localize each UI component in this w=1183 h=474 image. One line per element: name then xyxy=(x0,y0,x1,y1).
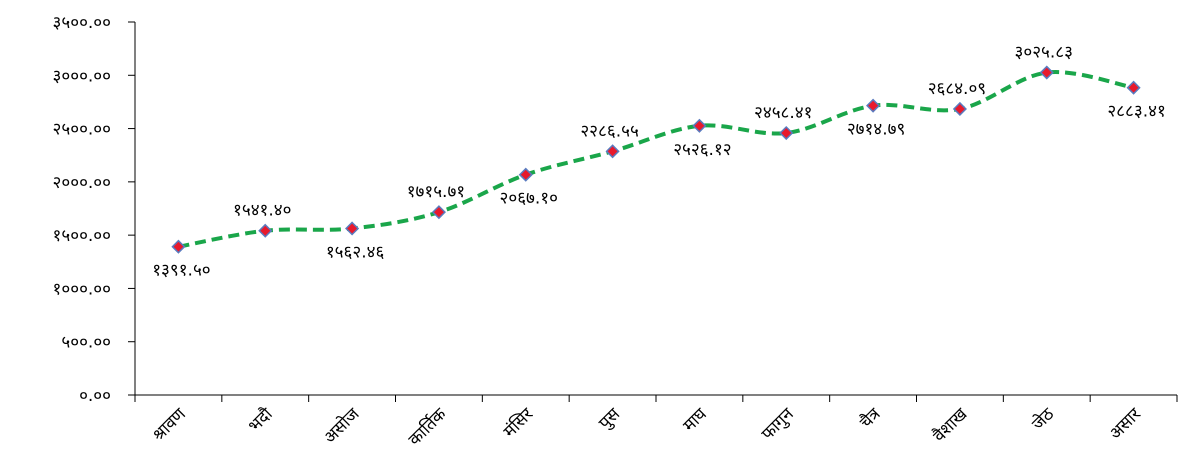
data-label: १५६२.४६ xyxy=(326,242,385,262)
y-tick-label: ३०००.०० xyxy=(53,66,111,86)
x-tick-label: भदौ xyxy=(244,403,277,436)
x-tick-label: असार xyxy=(1106,404,1146,444)
data-point xyxy=(171,239,186,254)
data-markers xyxy=(171,65,1141,254)
data-labels: १३९१.५० १५४१.४० १५६२.४६ १७१५.७१ २०६७.१० २२८६.… xyxy=(152,43,1166,281)
data-point xyxy=(605,144,620,159)
x-tick-label: श्रावण xyxy=(149,404,191,446)
y-tick-label: ०.०० xyxy=(79,386,111,406)
data-point xyxy=(1039,65,1054,80)
y-tick-label: ३५००.०० xyxy=(53,13,111,33)
axes xyxy=(128,21,1178,402)
data-label: ३०२५.८३ xyxy=(1015,43,1073,63)
data-point xyxy=(952,101,967,117)
data-label: १७१५.७१ xyxy=(407,182,465,202)
data-point xyxy=(345,221,360,236)
series-line xyxy=(178,70,1134,249)
y-axis-tick-labels: ०.०० ५००.०० १०००.०० १५००.०० २०००.०० २५००.०० ३०… xyxy=(53,13,111,406)
data-label: २५२६.१२ xyxy=(673,140,731,160)
data-point xyxy=(1126,80,1141,95)
data-point xyxy=(518,167,533,182)
data-point xyxy=(866,98,881,113)
x-tick-label: वैशाख xyxy=(929,403,972,446)
data-label: १३९१.५० xyxy=(152,261,210,281)
data-label: २८८३.४१ xyxy=(1107,102,1165,122)
y-tick-label: ५००.०० xyxy=(61,333,111,353)
data-label: २२८६.५५ xyxy=(580,121,638,141)
x-tick-label: असोज xyxy=(319,403,363,447)
data-point xyxy=(779,125,794,141)
y-tick-label: २०००.०० xyxy=(53,173,111,193)
data-point xyxy=(258,223,273,238)
y-tick-label: १५००.०० xyxy=(53,226,111,246)
x-tick-label: कार्तिक xyxy=(404,403,451,450)
data-point xyxy=(692,118,707,133)
data-label: १५४१.४० xyxy=(233,201,291,221)
data-label: २७१४.७९ xyxy=(847,120,905,140)
x-tick-label: मंसिर xyxy=(499,403,538,442)
data-label: २०६७.१० xyxy=(500,189,558,209)
x-tick-label: माघ xyxy=(679,404,711,436)
data-point xyxy=(431,205,446,220)
x-tick-label: जेठ xyxy=(1028,403,1060,435)
y-tick-label: १०००.०० xyxy=(53,279,111,299)
x-tick-label: फागुन xyxy=(758,404,798,444)
data-label: २४५८.४१ xyxy=(754,103,812,123)
y-tick-label: २५००.०० xyxy=(53,120,111,140)
x-tick-label: चैत्र xyxy=(855,403,885,433)
x-axis-tick-labels: श्रावण भदौ असोज कार्तिक मंसिर पुस माघ फागुन चैत्… xyxy=(149,403,1146,450)
x-tick-label: पुस xyxy=(595,404,624,433)
data-label: २६८४.०९ xyxy=(928,79,986,99)
